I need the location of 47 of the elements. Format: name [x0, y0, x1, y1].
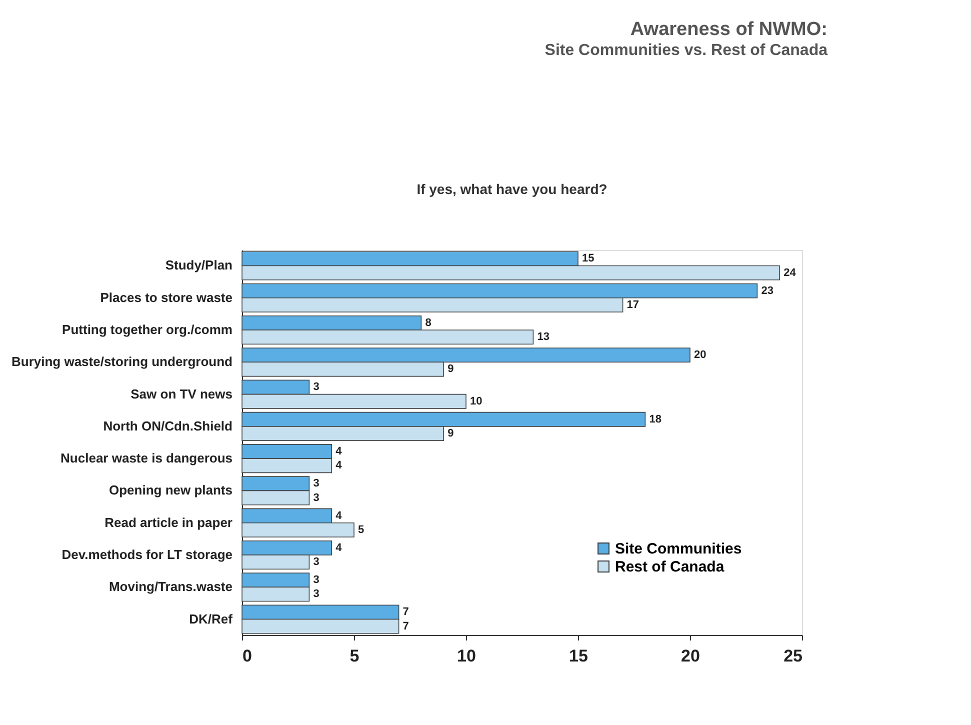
data-label: 7: [402, 620, 409, 632]
data-label: 3: [313, 492, 320, 504]
y-tick-label: Nuclear waste is dangerous: [60, 450, 232, 466]
y-tick-label: DK/Ref: [189, 611, 234, 626]
y-tick-label: Places to store waste: [100, 290, 232, 305]
data-label: 3: [313, 588, 320, 600]
data-label: 8: [425, 316, 432, 329]
data-label: 20: [694, 349, 706, 362]
text: If yes, what have you heard?: [416, 181, 608, 197]
data-label: 9: [448, 428, 454, 440]
x-tick-label: 0: [242, 646, 252, 666]
chart-subtitle: Site Communities vs. Rest of Canada: [544, 42, 828, 59]
chart-title: Awareness of NWMO:: [630, 19, 828, 40]
y-tick-label: North ON/Cdn.Shield: [103, 418, 233, 434]
data-label: 3: [313, 478, 320, 490]
legend-label: Site Communities: [615, 540, 742, 558]
y-tick-label: Study/Plan: [165, 258, 233, 273]
legend-label: Rest of Canada: [615, 558, 725, 576]
x-tick-label: 15: [569, 646, 588, 666]
x-tick-label: 10: [457, 646, 476, 666]
data-label: 17: [626, 298, 640, 311]
x-tick-label: 20: [681, 646, 700, 666]
y-tick-label: Read article in paper: [104, 514, 232, 530]
y-tick-label: Saw on TV news: [130, 386, 232, 402]
data-label: 4: [336, 542, 343, 554]
data-label: 3: [313, 574, 320, 586]
data-label: 15: [582, 252, 594, 265]
data-label: 7: [402, 606, 409, 618]
y-tick-label: Putting together org./comm: [62, 322, 232, 338]
y-tick-label: Opening new plants: [108, 482, 232, 498]
data-label: 23: [761, 284, 774, 297]
data-label: 9: [448, 363, 454, 376]
x-tick-label: 25: [784, 646, 802, 666]
data-label: 4: [336, 446, 343, 458]
x-tick-label: 5: [350, 646, 360, 666]
data-label: 4: [336, 460, 343, 472]
data-label: 3: [313, 556, 320, 568]
y-tick-label: Burying waste/storing underground: [11, 354, 233, 370]
data-label: 10: [470, 395, 482, 408]
y-tick-label: Dev.methods for LT storage: [62, 546, 232, 562]
data-label: 13: [537, 331, 550, 344]
data-label: 3: [313, 381, 320, 394]
data-label: 5: [358, 524, 364, 536]
y-tick-label: Moving/Trans.waste: [108, 579, 232, 594]
data-label: 24: [784, 266, 797, 279]
data-label: 4: [336, 510, 343, 522]
data-label: 18: [649, 413, 662, 426]
